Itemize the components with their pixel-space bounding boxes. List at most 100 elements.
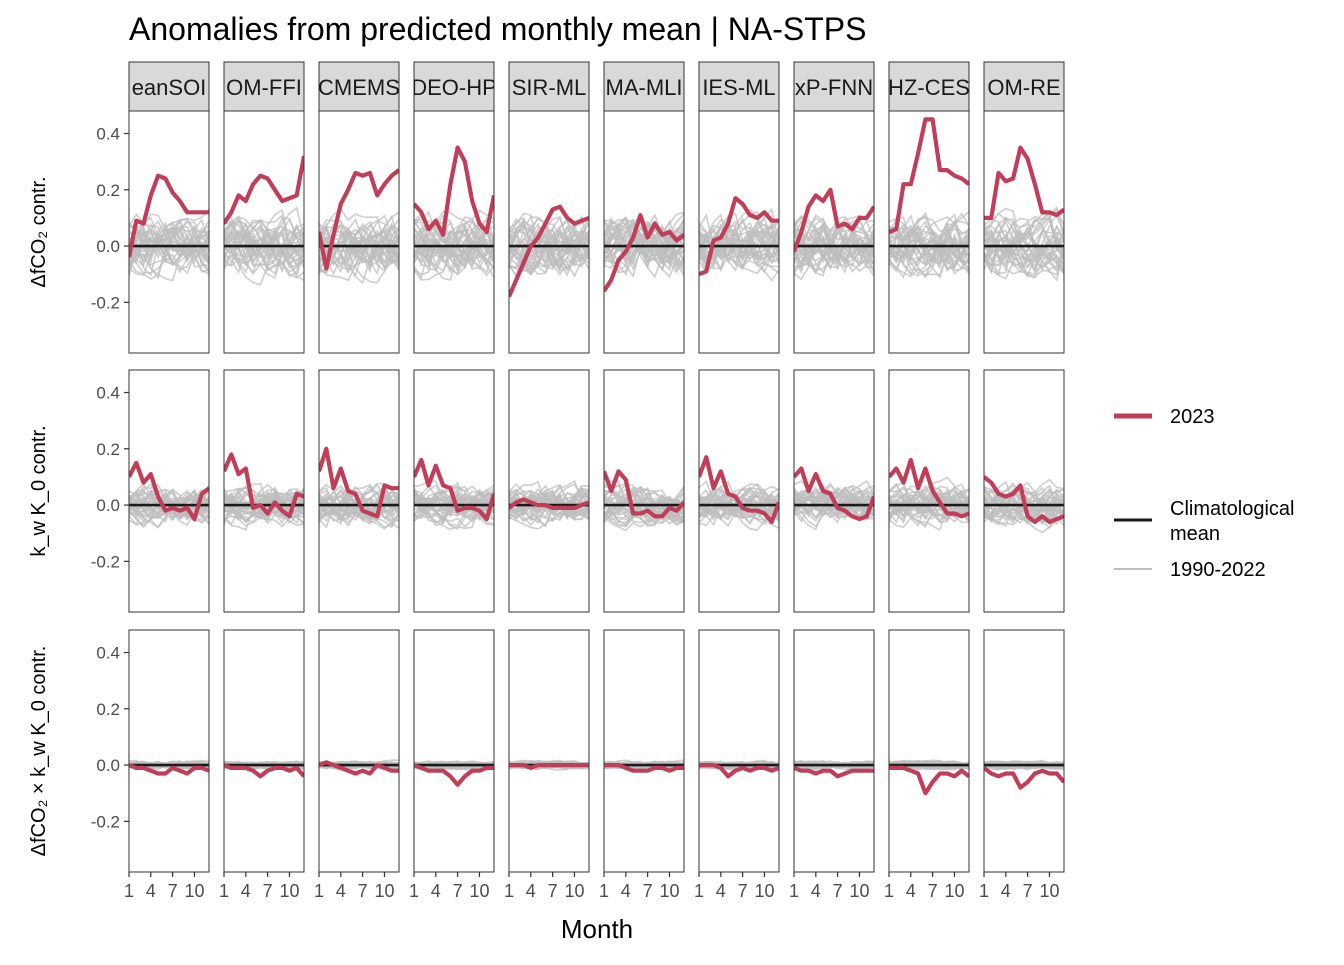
history-line bbox=[889, 222, 969, 266]
x-tick-label: 7 bbox=[263, 881, 273, 901]
series-2023-line bbox=[889, 457, 969, 519]
x-tick-label: 1 bbox=[504, 881, 514, 901]
panel-border bbox=[793, 629, 875, 873]
series-2023-line bbox=[414, 457, 494, 522]
x-tick-label: 7 bbox=[453, 881, 463, 901]
y-tick-label: 0.4 bbox=[96, 125, 120, 144]
panel-content bbox=[604, 212, 684, 293]
history-line bbox=[414, 222, 494, 274]
y-axis-label: ΔfCO₂ × k_w K_0 contr. bbox=[28, 646, 50, 857]
panel-border bbox=[318, 110, 400, 354]
series-2023-line bbox=[319, 760, 399, 776]
panel-content bbox=[129, 173, 209, 282]
y-tick-label: 0.4 bbox=[96, 384, 120, 403]
panel: 1 4 7 10 bbox=[789, 629, 875, 901]
panel-border bbox=[888, 629, 970, 873]
panel bbox=[888, 110, 970, 354]
x-tick-label: 1 bbox=[884, 881, 894, 901]
panel: 1 4 7 10 bbox=[884, 629, 970, 901]
history-line bbox=[794, 484, 874, 516]
panel-border bbox=[698, 629, 780, 873]
x-axis-label: Month bbox=[561, 914, 633, 944]
history-line bbox=[129, 225, 209, 280]
history-line bbox=[794, 222, 874, 271]
history-line bbox=[224, 490, 304, 516]
panel: 1 4 7 10 bbox=[219, 629, 305, 901]
series-2023-line bbox=[129, 763, 209, 776]
history-line bbox=[889, 493, 969, 523]
history-line bbox=[319, 219, 399, 284]
x-tick-label: 4 bbox=[811, 881, 821, 901]
strip-label: MA-MLI bbox=[606, 75, 683, 100]
panel bbox=[508, 369, 590, 613]
strip-label: OM-FFI bbox=[226, 75, 302, 100]
series-2023-line bbox=[224, 155, 304, 225]
series-2023-line bbox=[794, 187, 874, 253]
history-line bbox=[319, 240, 399, 276]
panel bbox=[128, 110, 210, 354]
history-line bbox=[984, 224, 1064, 260]
history-line bbox=[889, 234, 969, 275]
series-2023-line bbox=[699, 196, 779, 277]
x-tick-label: 7 bbox=[643, 881, 653, 901]
x-tick-label: 1 bbox=[409, 881, 419, 901]
history-line bbox=[509, 489, 589, 511]
x-tick-label: 4 bbox=[146, 881, 156, 901]
history-line bbox=[699, 494, 779, 520]
panel-border bbox=[508, 629, 590, 873]
panel bbox=[318, 369, 400, 613]
x-tick-label: 4 bbox=[336, 881, 346, 901]
panel-border bbox=[603, 369, 685, 613]
facet-strip: CMEMS bbox=[318, 61, 400, 112]
y-axis-label: k_w K_0 contr. bbox=[28, 425, 50, 556]
history-line bbox=[414, 227, 494, 263]
panel-border bbox=[888, 369, 970, 613]
x-tick-label: 4 bbox=[1001, 881, 1011, 901]
panel-content bbox=[889, 117, 969, 279]
panel: 1 4 7 10 bbox=[314, 629, 400, 901]
facet-strip: HZ-CES bbox=[888, 61, 970, 112]
panel-content bbox=[984, 475, 1064, 534]
panel-border bbox=[223, 369, 305, 613]
history-line bbox=[319, 226, 399, 264]
panel-content bbox=[984, 759, 1064, 790]
panel-content bbox=[604, 759, 684, 773]
panel bbox=[413, 369, 495, 613]
history-line bbox=[794, 214, 874, 253]
panel-border bbox=[128, 110, 210, 354]
y-tick-label: 0.0 bbox=[96, 237, 120, 256]
panel-content bbox=[889, 457, 969, 532]
x-tick-label: 10 bbox=[374, 881, 394, 901]
legend-label-line: Climatological bbox=[1170, 498, 1295, 520]
panel: 1 4 7 10 bbox=[124, 629, 210, 901]
panel bbox=[793, 369, 875, 613]
panel-border bbox=[128, 369, 210, 613]
x-tick-label: 4 bbox=[431, 881, 441, 901]
history-line bbox=[889, 227, 969, 275]
x-tick-label: 1 bbox=[219, 881, 229, 901]
series-2023-line bbox=[604, 213, 684, 293]
history-line bbox=[984, 230, 1064, 274]
strip-label: SIR-ML bbox=[512, 75, 587, 100]
panel-content bbox=[794, 466, 874, 531]
x-tick-label: 4 bbox=[526, 881, 536, 901]
facet-strip: SIR-ML bbox=[508, 61, 590, 112]
legend: 2023 Climatological mean 1990-2022 bbox=[1114, 406, 1295, 581]
panel-border bbox=[413, 369, 495, 613]
strip-label: OM-RE bbox=[987, 75, 1060, 100]
legend-label-2023: 2023 bbox=[1170, 406, 1215, 428]
panel-border bbox=[603, 629, 685, 873]
panel-border bbox=[223, 629, 305, 873]
history-line bbox=[889, 234, 969, 279]
facet-row-dfco2: ΔfCO₂ contr. -0.2 0.0 0.2 0.4 bbox=[28, 110, 1065, 354]
x-tick-label: 1 bbox=[124, 881, 134, 901]
history-line bbox=[319, 227, 399, 285]
panel-content bbox=[699, 455, 779, 532]
panel-border bbox=[508, 110, 590, 354]
history-line bbox=[129, 219, 209, 265]
facet-strip: MA-MLI bbox=[603, 61, 685, 112]
history-line bbox=[509, 216, 589, 270]
series-2023-line bbox=[604, 762, 684, 773]
panel bbox=[603, 369, 685, 613]
series-2023-line bbox=[224, 763, 304, 779]
